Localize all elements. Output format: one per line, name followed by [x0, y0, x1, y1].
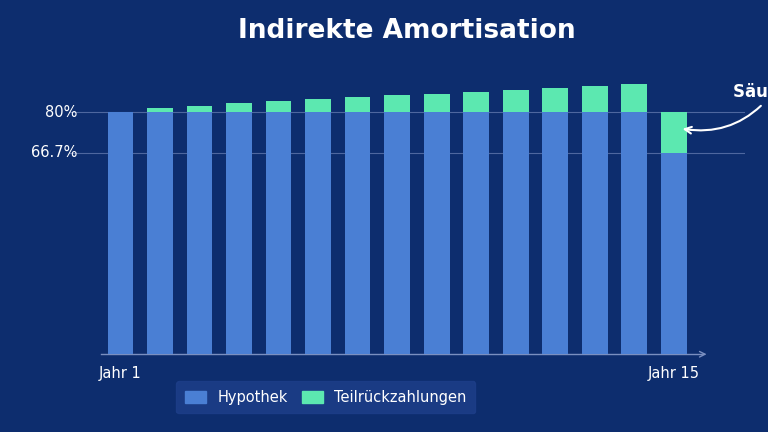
Bar [108, 112, 134, 354]
Bar [463, 112, 489, 354]
Bar [384, 112, 410, 354]
Bar [187, 106, 213, 112]
Text: 66.7%: 66.7% [31, 145, 77, 160]
Bar [227, 112, 252, 354]
Bar [384, 95, 410, 112]
Bar [621, 83, 647, 112]
Bar [305, 99, 331, 112]
Text: Säule 3a: Säule 3a [685, 83, 768, 133]
Bar [266, 101, 291, 112]
Bar [503, 112, 528, 354]
Bar [424, 94, 449, 112]
Bar [542, 88, 568, 112]
Text: Jahr 15: Jahr 15 [648, 366, 700, 381]
Bar [503, 90, 528, 112]
Bar [621, 112, 647, 354]
Bar [582, 86, 607, 112]
Bar [345, 97, 370, 112]
Bar [661, 112, 687, 152]
Bar [542, 112, 568, 354]
Title: Indirekte Amortisation: Indirekte Amortisation [238, 18, 576, 44]
Bar [345, 112, 370, 354]
Bar [582, 112, 607, 354]
Bar [424, 112, 449, 354]
Bar [463, 92, 489, 112]
Bar [266, 112, 291, 354]
Bar [661, 152, 687, 354]
Text: 80%: 80% [45, 105, 77, 120]
Bar [305, 112, 331, 354]
Text: Jahr 1: Jahr 1 [99, 366, 142, 381]
Bar [187, 112, 213, 354]
Legend: Hypothek, Teilrückzahlungen: Hypothek, Teilrückzahlungen [177, 381, 475, 413]
Bar [227, 103, 252, 112]
Bar [147, 112, 173, 354]
Bar [147, 108, 173, 112]
